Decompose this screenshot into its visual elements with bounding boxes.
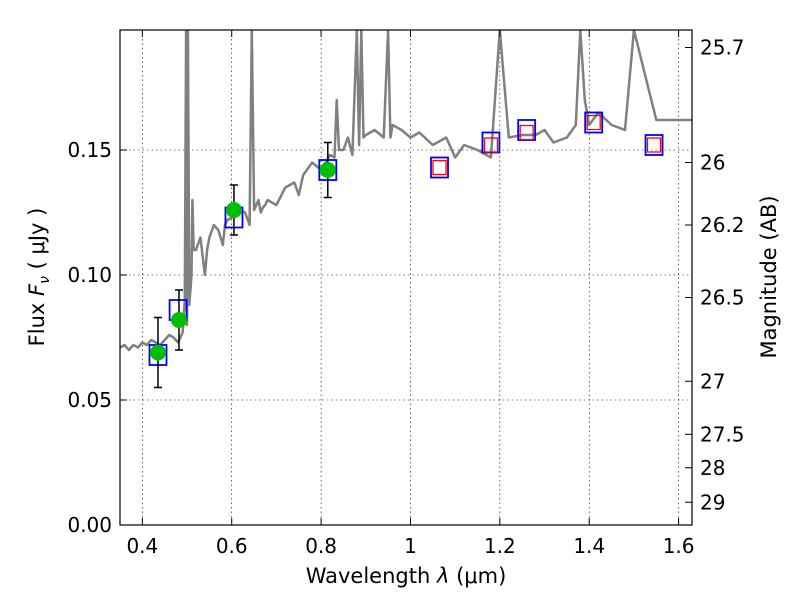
axis-ticks: 0.4 0.6 0.8 1 1.2 1.4 1.6 0.00 0.05 0.10 0.15 25.7 2… [67, 30, 745, 558]
y2-tick-label: 26.5 [700, 286, 745, 310]
grid-lines [120, 30, 692, 525]
y2-tick-label: 25.7 [700, 36, 745, 60]
spectrum-line [120, 30, 692, 352]
y2-axis-label: Magnitude (AB) [757, 195, 781, 358]
y2-tick-label: 28 [700, 456, 725, 480]
x-tick-label: 1.2 [484, 534, 516, 558]
y-tick-label: 0.05 [67, 388, 112, 412]
y2-tick-label: 27.5 [700, 422, 745, 446]
x-tick-label: 1.6 [663, 534, 695, 558]
observed-point [170, 312, 187, 328]
y-axis-label: Flux Fν ( μJy ) [25, 208, 53, 347]
x-tick-label: 0.4 [126, 534, 158, 558]
y2-tick-label: 27 [700, 369, 725, 393]
model-square [644, 134, 664, 156]
data-series [120, 30, 692, 389]
y-tick-label: 0.15 [67, 138, 112, 162]
predicted-square [519, 124, 534, 141]
y2-tick-label: 26 [700, 151, 725, 175]
observed-point [225, 202, 242, 218]
y2-tick-label: 29 [700, 490, 725, 514]
x-tick-label: 0.8 [305, 534, 337, 558]
x-tick-label: 0.6 [216, 534, 248, 558]
predicted-square [432, 159, 447, 176]
y2-tick-label: 26.2 [700, 213, 745, 237]
x-tick-label: 1 [404, 534, 417, 558]
model-square [584, 111, 604, 134]
x-axis-label: Wavelength λ (μm) [306, 564, 507, 588]
predicted-square [586, 114, 601, 131]
observed-point [319, 162, 336, 178]
plot-frame [119, 29, 693, 526]
y-tick-label: 0.00 [67, 513, 112, 537]
observed-point [149, 344, 166, 361]
predicted-square [483, 137, 499, 153]
y-tick-label: 0.10 [67, 263, 112, 287]
model-square [430, 156, 449, 179]
x-tick-label: 1.4 [573, 534, 605, 558]
predicted-square [646, 137, 662, 153]
